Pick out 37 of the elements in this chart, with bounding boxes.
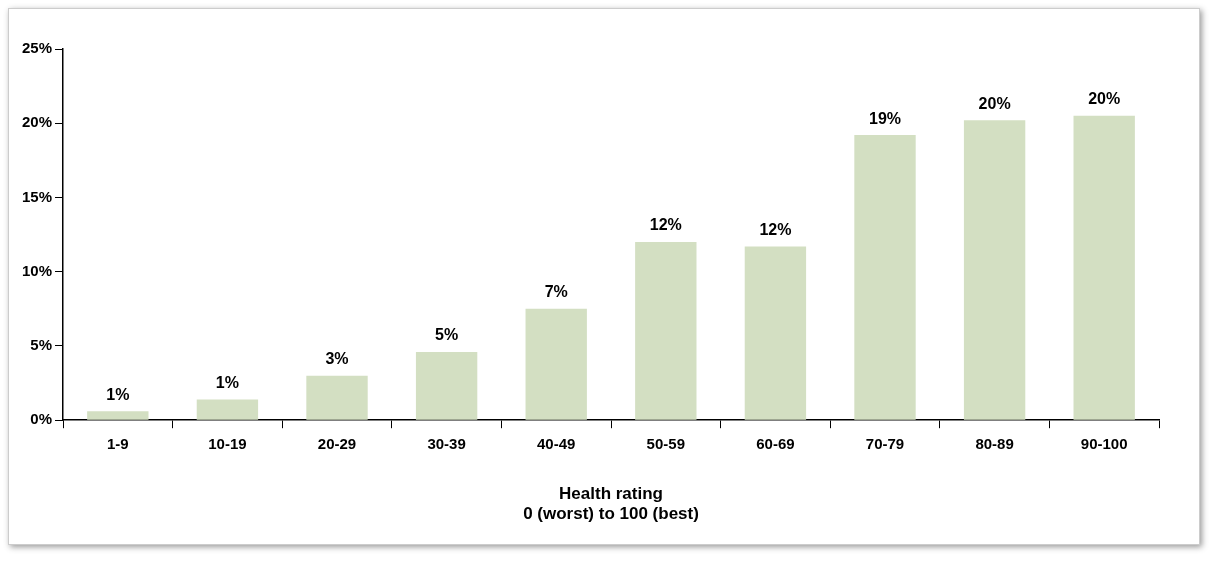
x-tick-label: 50-59 (646, 435, 685, 453)
data-label: 20% (978, 94, 1011, 112)
x-axis-title: Health rating 0 (worst) to 100 (best) (523, 484, 699, 524)
data-label: 3% (325, 350, 349, 368)
bar (306, 375, 368, 420)
x-tick-label: 30-39 (427, 435, 466, 453)
data-label: 12% (759, 220, 792, 238)
bar (963, 120, 1026, 420)
bar (854, 135, 916, 420)
data-label: 5% (435, 326, 459, 344)
x-tick-label: 80-89 (975, 435, 1014, 453)
data-label: 20% (1088, 90, 1121, 108)
y-tick-label: 10% (21, 261, 53, 279)
y-tick-label: 5% (30, 336, 53, 354)
bar (744, 246, 807, 420)
x-tick-label: 20-29 (317, 435, 357, 453)
bar (635, 242, 697, 420)
y-tick-label: 15% (21, 187, 53, 205)
x-tick-label: 1-9 (106, 435, 129, 453)
x-tick-label: 90-100 (1080, 435, 1128, 453)
bar (525, 308, 587, 420)
data-label: 12% (649, 216, 682, 234)
bar (87, 411, 149, 420)
y-tick-label: 25% (21, 39, 53, 57)
bar (1073, 115, 1135, 420)
x-tick-label: 40-49 (537, 435, 576, 453)
data-label: 1% (106, 385, 130, 403)
data-label: 7% (544, 283, 568, 301)
x-tick-label: 10-19 (208, 435, 247, 453)
y-tick-label: 0% (30, 410, 53, 428)
bar (415, 351, 478, 420)
bar (196, 399, 259, 420)
x-tick-label: 60-69 (756, 435, 795, 453)
y-tick-label: 20% (21, 113, 53, 131)
data-label: 19% (868, 109, 902, 127)
x-tick-label: 70-79 (865, 435, 905, 453)
data-label: 1% (215, 373, 239, 391)
